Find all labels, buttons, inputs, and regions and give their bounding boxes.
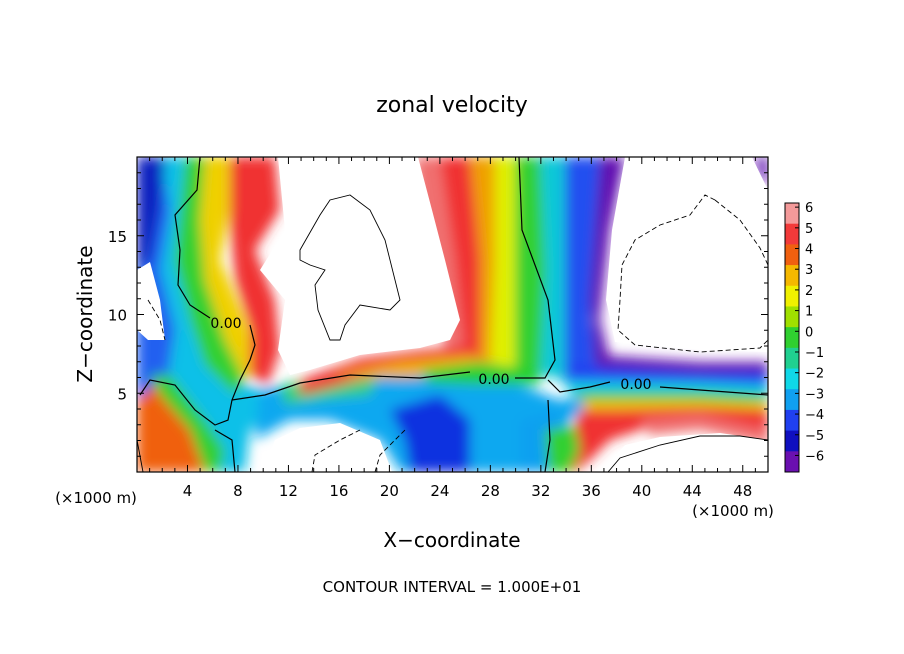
field-patch [137, 380, 210, 472]
colorbar-label: 1 [805, 305, 813, 320]
field-patch [390, 395, 470, 472]
x-tick-label: 32 [531, 482, 550, 500]
x-tick-label: 40 [632, 482, 651, 500]
colorbar-swatch [785, 244, 799, 266]
x-tick-label: 16 [329, 482, 348, 500]
y-tick-label: 15 [108, 228, 127, 246]
y-tick-label: 5 [117, 385, 127, 403]
colorbar-label: 3 [805, 263, 813, 278]
field-patch [755, 157, 768, 185]
field-patch [150, 375, 225, 472]
field-patch [137, 157, 165, 270]
x-tick-label: 4 [183, 482, 193, 500]
dashed-contour [374, 429, 406, 472]
y-axis-label: Z−coordinate [73, 245, 97, 382]
field-patch [545, 425, 580, 472]
colorbar-swatch [785, 223, 799, 245]
colorbar-label: 0 [805, 325, 813, 340]
field-patch [175, 157, 250, 395]
colorbar-swatch [785, 203, 799, 225]
chart-title: zonal velocity [376, 93, 528, 118]
field-patch [137, 262, 165, 340]
x-axis-label: X−coordinate [383, 528, 520, 552]
field-patch [590, 157, 625, 365]
zero-contour [659, 386, 768, 396]
colorbar-label: 5 [805, 222, 813, 237]
colorbar-swatch [785, 347, 799, 370]
zero-contour [544, 399, 551, 472]
colorbar-label: −3 [805, 387, 824, 402]
plot-area: 0.00 0.00 0.00 [137, 157, 768, 472]
zero-contour [515, 157, 556, 379]
field-patch [262, 423, 392, 472]
colorbar-frame [784, 202, 800, 473]
contour-interval-note: CONTOUR INTERVAL = 1.000E+01 [323, 578, 582, 596]
colorbar-swatch [785, 451, 799, 473]
colorbar-label: −4 [805, 408, 824, 423]
contour-label: 0.00 [478, 372, 509, 388]
dashed-contour [617, 194, 768, 353]
contour-label: 0.00 [620, 377, 651, 393]
colorbar-label: −6 [805, 449, 824, 464]
field-patch [560, 408, 768, 472]
contour-label: 0.00 [210, 316, 241, 332]
thin-contour [299, 194, 401, 341]
zero-contour [214, 429, 236, 472]
colorbar-swatch [785, 430, 799, 452]
field-patch [200, 157, 260, 380]
colorbar-swatch [785, 389, 799, 411]
zero-contour [231, 371, 471, 401]
colorbar: 6 5 4 3 2 1 0 −1 −2 −3 −4 −5 −6 [784, 201, 824, 473]
zero-contour [139, 324, 256, 426]
colorbar-swatch [785, 306, 799, 328]
field-patch [420, 362, 540, 385]
y-tick-label: 10 [108, 307, 127, 325]
colorbar-swatch [785, 368, 799, 390]
field-patch [230, 157, 280, 385]
x-unit-right: (×1000 m) [692, 502, 774, 520]
field-patch [565, 365, 768, 385]
x-tick-label: 48 [733, 482, 752, 500]
colorbar-label: 2 [805, 284, 813, 299]
field-patch [260, 157, 460, 375]
x-tick-label: 8 [233, 482, 243, 500]
field-patch [515, 157, 550, 375]
zero-contour [174, 157, 211, 319]
x-tick-label: 12 [279, 482, 298, 500]
colorbar-label: −5 [805, 429, 824, 444]
x-tick-label: 44 [683, 482, 702, 500]
colorbar-swatch [785, 265, 799, 287]
dashed-contour [311, 429, 361, 472]
colorbar-label: −2 [805, 367, 824, 382]
x-tick-label: 24 [430, 482, 449, 500]
x-tick-label: 20 [380, 482, 399, 500]
field-patch [600, 433, 768, 472]
contours [137, 157, 768, 472]
dashed-contour [714, 199, 768, 266]
colorbar-swatch [785, 327, 799, 349]
thin-contour [607, 435, 768, 472]
colorbar-label: 6 [805, 201, 813, 216]
colorbar-swatch [785, 409, 799, 432]
field-patch [606, 157, 768, 352]
colorbar-label: −1 [805, 346, 824, 361]
x-tick-label: 36 [582, 482, 601, 500]
zero-contour [547, 379, 611, 393]
colorbar-label: 4 [805, 243, 813, 258]
colorbar-swatch [785, 285, 799, 307]
x-unit-left: (×1000 m) [55, 489, 137, 507]
x-tick-label: 28 [481, 482, 500, 500]
